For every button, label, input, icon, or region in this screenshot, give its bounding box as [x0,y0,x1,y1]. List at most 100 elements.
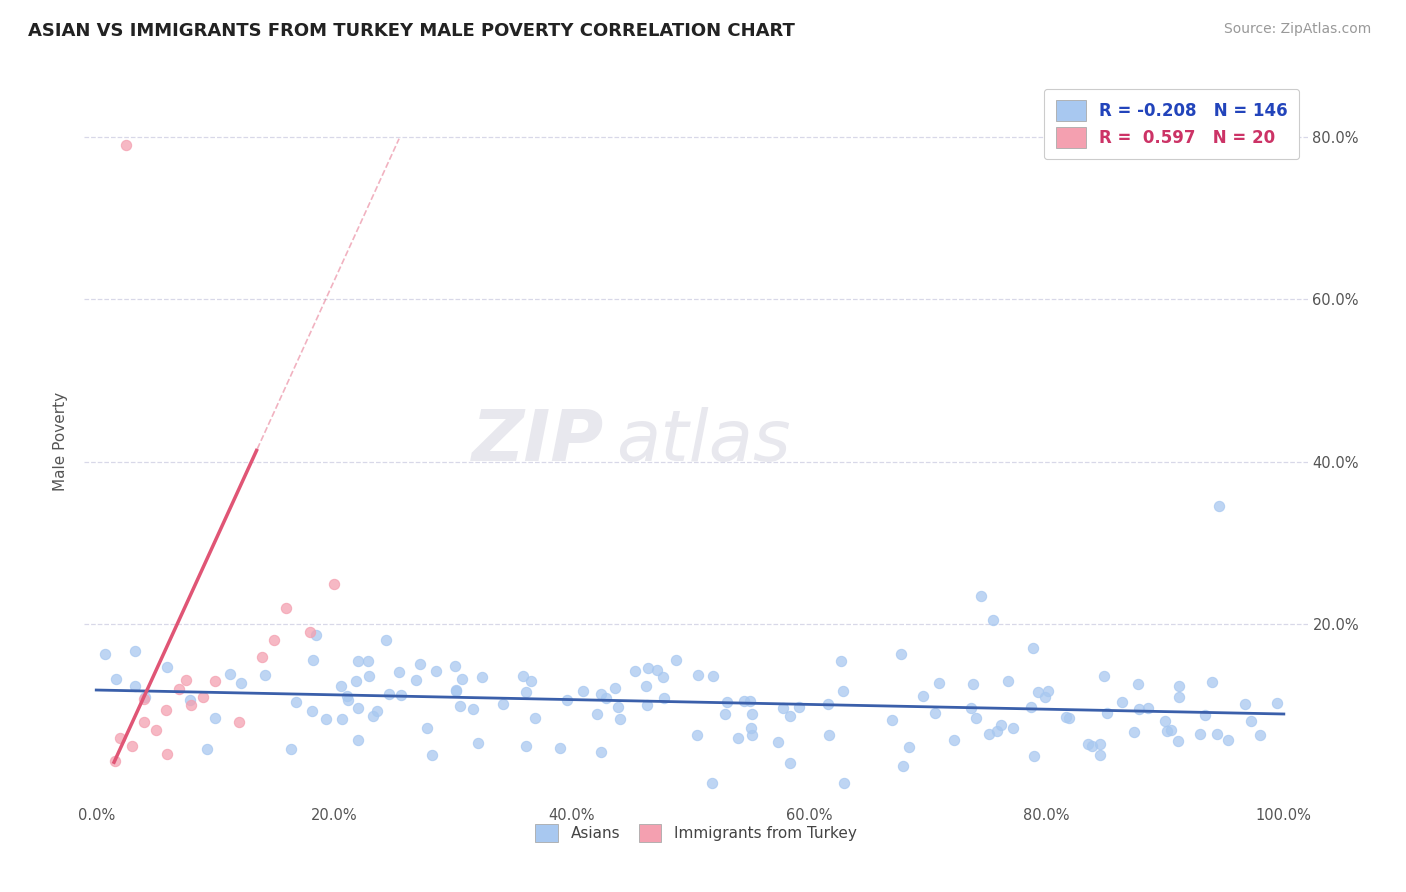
Point [416,721,439,735]
Point [733,694,755,708]
Point [550,741,572,756]
Point [377,687,399,701]
Point [789,699,811,714]
Point [512,669,534,683]
Point [347,733,370,747]
Point [361,709,384,723]
Point [347,654,370,668]
Point [637,661,659,675]
Point [1160,723,1182,737]
Text: ZIP: ZIP [472,407,605,476]
Point [981,613,1004,627]
Point [195,741,218,756]
Point [219,667,242,681]
Point [960,700,983,714]
Point [741,706,763,721]
Point [768,735,790,749]
Point [779,756,801,770]
Point [1128,677,1150,691]
Point [1019,699,1042,714]
Point [965,711,987,725]
Point [727,731,749,746]
Point [645,663,668,677]
Point [121,739,143,753]
Point [115,138,138,153]
Point [624,665,647,679]
Point [169,682,191,697]
Point [714,707,737,722]
Point [105,672,128,686]
Point [652,691,675,706]
Point [607,700,630,714]
Point [425,665,447,679]
Point [1035,690,1057,704]
Point [986,724,1008,739]
Point [1167,690,1189,704]
Point [880,713,903,727]
Point [409,657,432,671]
Point [970,589,993,603]
Point [1167,733,1189,747]
Point [591,688,613,702]
Point [928,676,950,690]
Point [702,669,724,683]
Text: Source: ZipAtlas.com: Source: ZipAtlas.com [1223,22,1371,37]
Point [555,693,578,707]
Point [911,690,934,704]
Point [388,665,411,679]
Point [443,659,465,673]
Point [977,726,1000,740]
Point [134,690,156,704]
Text: ASIAN VS IMMIGRANTS FROM TURKEY MALE POVERTY CORRELATION CHART: ASIAN VS IMMIGRANTS FROM TURKEY MALE POV… [28,22,794,40]
Point [1218,733,1240,747]
Point [347,701,370,715]
Point [651,670,673,684]
Point [180,698,202,713]
Point [1188,727,1211,741]
Point [1208,500,1230,514]
Point [336,693,359,707]
Point [997,674,1019,689]
Point [280,741,302,756]
Point [285,695,308,709]
Point [1088,737,1111,751]
Point [572,684,595,698]
Point [467,736,489,750]
Point [444,684,467,698]
Point [315,712,337,726]
Point [832,775,855,789]
Point [174,673,197,687]
Point [492,697,515,711]
Point [332,713,354,727]
Point [132,692,155,706]
Point [276,601,298,615]
Text: atlas: atlas [616,407,792,476]
Point [1156,723,1178,738]
Point [589,745,612,759]
Point [962,677,984,691]
Point [471,670,494,684]
Point [1054,709,1077,723]
Point [179,693,201,707]
Point [253,668,276,682]
Point [420,747,443,762]
Point [301,705,323,719]
Point [700,775,723,789]
Point [634,679,657,693]
Point [740,721,762,735]
Point [1111,695,1133,709]
Point [515,684,537,698]
Point [891,758,914,772]
Point [830,655,852,669]
Point [304,628,326,642]
Point [204,711,226,725]
Point [108,731,131,745]
Point [1249,728,1271,742]
Point [449,698,471,713]
Point [832,684,855,698]
Point [1090,748,1112,763]
Point [263,633,285,648]
Point [738,694,761,708]
Point [524,710,547,724]
Point [145,723,167,737]
